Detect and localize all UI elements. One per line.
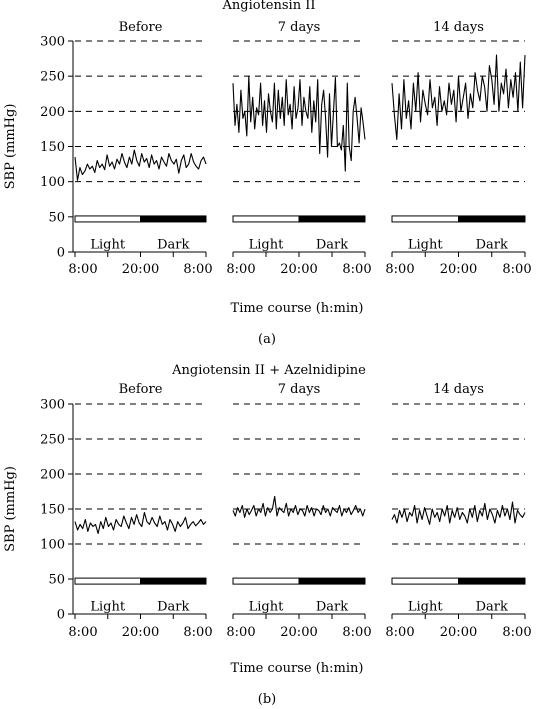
x-tick-label: 8:00 [385,262,414,277]
y-axis-label: SBP (mmHg) [3,104,18,190]
x-tick-label: 8:00 [183,262,212,277]
y-tick-label: 200 [40,105,65,120]
dark-label: Dark [476,600,508,615]
y-tick-label: 300 [40,398,65,413]
dark-phase-bar [298,577,366,585]
x-axis-label: Time course (h:min) [231,661,364,676]
x-tick-label: 8:00 [502,625,531,640]
light-label: Light [249,600,284,615]
light-phase-bar [74,577,141,585]
light-label: Light [408,600,443,615]
x-tick-label: 8:00 [385,625,414,640]
panel-title: Angiotensin II + Azelnidipine [171,363,366,378]
x-tick-label: 8:00 [502,262,531,277]
x-tick-label: 8:00 [68,625,97,640]
y-axis-label: SBP (mmHg) [3,466,18,552]
y-tick-label: 0 [57,608,65,623]
light-label: Light [90,237,125,252]
x-tick-label: 8:00 [183,625,212,640]
x-tick-label: 20:00 [280,625,317,640]
subplot-title: Before [119,382,163,397]
x-tick-label: 20:00 [122,262,159,277]
dark-label: Dark [157,600,189,615]
y-tick-label: 250 [40,70,65,85]
y-tick-label: 250 [40,433,65,448]
dark-phase-bar [140,215,207,223]
sbp-series-line [232,495,366,518]
dark-phase-bar [140,577,207,585]
subplot-title: 7 days [278,382,321,397]
subplot-title: 14 days [433,382,484,397]
y-tick-label: 50 [48,573,65,588]
x-tick-label: 20:00 [440,262,477,277]
y-tick-label: 100 [40,538,65,553]
x-tick-label: 8:00 [342,625,371,640]
y-tick-label: 50 [48,210,65,225]
dark-phase-bar [298,215,366,223]
y-tick-label: 300 [40,35,65,50]
panel-label: (a) [258,332,276,347]
subplot-title: Before [119,20,163,35]
light-phase-bar [74,215,141,223]
light-label: Light [408,237,443,252]
x-tick-label: 8:00 [226,262,255,277]
subplot-title: 7 days [278,20,321,35]
dark-label: Dark [316,600,348,615]
panel-label: (b) [258,692,276,707]
sbp-series-line [391,501,526,525]
sbp-series-line [391,54,526,141]
x-tick-label: 8:00 [68,262,97,277]
y-tick-label: 150 [40,140,65,155]
sbp-series-line [232,75,366,172]
x-tick-label: 8:00 [342,262,371,277]
dark-label: Dark [157,237,189,252]
dark-phase-bar [458,577,526,585]
panel-title: Angiotensin II [222,0,316,13]
dark-label: Dark [316,237,348,252]
dark-phase-bar [458,215,526,223]
light-phase-bar [391,577,459,585]
dark-label: Dark [476,237,508,252]
sbp-series-line [74,511,207,535]
light-phase-bar [391,215,459,223]
light-label: Light [90,600,125,615]
light-label: Light [249,237,284,252]
y-tick-label: 150 [40,503,65,518]
x-axis-label: Time course (h:min) [231,301,364,316]
light-phase-bar [232,215,300,223]
y-tick-label: 0 [57,246,65,261]
x-tick-label: 20:00 [122,625,159,640]
light-phase-bar [232,577,300,585]
subplot-title: 14 days [433,20,484,35]
y-tick-label: 200 [40,468,65,483]
x-tick-label: 20:00 [280,262,317,277]
y-tick-label: 100 [40,175,65,190]
sbp-series-line [74,149,207,181]
x-tick-label: 20:00 [440,625,477,640]
x-tick-label: 8:00 [226,625,255,640]
